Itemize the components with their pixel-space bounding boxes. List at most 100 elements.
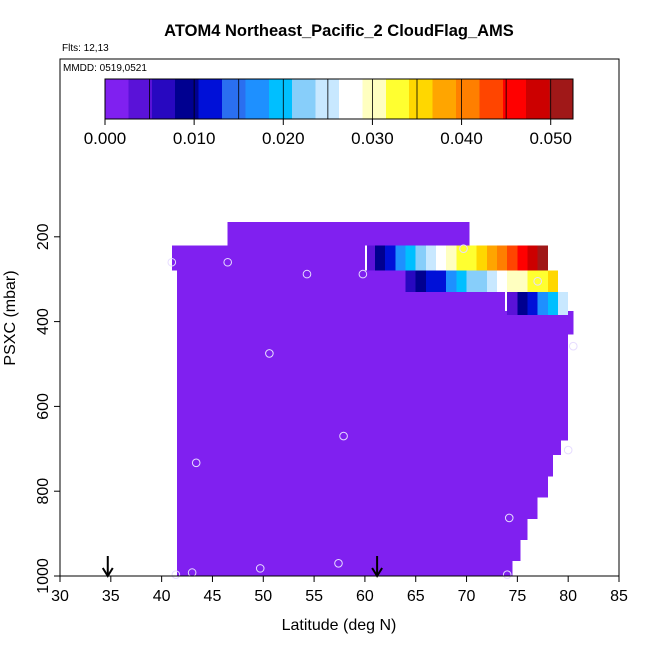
colorbar-swatch [245,79,270,119]
sample-point [191,458,201,468]
sample-point [171,570,181,580]
colorbar-swatch [268,79,293,119]
heatmap-cell [547,270,559,292]
colorbar [104,78,574,120]
heatmap-cell [527,270,538,292]
heatmap-cell [176,476,548,498]
heatmap-cell [466,270,477,292]
colorbar-tick-label: 0.000 [84,129,127,148]
x-tick-label: 70 [458,588,476,605]
x-tick-label: 60 [356,588,374,605]
heatmap-gradient-layer [366,245,569,316]
colorbar-swatch [222,79,246,119]
heatmap-cell [405,245,416,271]
sample-point [563,445,573,455]
colorbar-tick-label: 0.010 [173,129,216,148]
sample-point [223,257,232,267]
heatmap-cell [537,245,548,271]
dates-note: MMDD: 0519,0521 [63,63,147,74]
heatmap-cell [466,245,477,271]
colorbar-swatch [175,79,199,119]
heatmap-cell [375,245,386,271]
heatmap-cell [497,270,508,292]
heatmap-cell [176,518,528,540]
heatmap-cell [446,270,457,292]
heatmap-cell [176,561,513,576]
heatmap-cell [425,270,437,292]
heatmap-cell [507,291,518,316]
heatmap-cell [415,245,426,271]
colorbar-swatch [362,79,387,119]
heatmap-cell [507,270,518,292]
heatmap-cell [395,270,406,292]
heatmap-cell [395,245,406,271]
colorbar-tick-label: 0.030 [351,129,394,148]
heatmap-cell [527,291,538,316]
y-tick-label: 200 [35,223,52,250]
colorbar-swatch [339,79,363,119]
y-tick-label: 400 [35,308,52,335]
x-tick-label: 65 [407,588,425,605]
y-tick-label: 1000 [35,558,52,594]
sample-point [334,558,343,568]
flight-marker [101,556,114,578]
colorbar-tick-label: 0.040 [440,129,483,148]
colorbar-swatch [409,79,433,119]
y-axis-label: PSXC (mbar) [2,270,19,365]
colorbar-frame [104,78,574,120]
sample-point [167,257,177,267]
heatmap-cell [497,245,508,271]
heatmap-cell [405,270,416,292]
heatmap-cell [507,245,518,271]
sample-point [255,564,265,573]
heatmap-cell [446,245,457,271]
x-axis-label: Latitude (deg N) [282,617,397,634]
heatmap-cell [527,245,538,271]
colorbar-swatch [385,79,410,119]
heatmap-cell [436,245,447,271]
heatmap-cell [517,291,528,316]
colorbar-swatch [479,79,504,119]
heatmap-cell [176,440,562,456]
colorbar-swatch [502,79,527,119]
colorbar-swatch [151,79,176,119]
y-tick-label: 800 [35,478,52,505]
x-tick-label: 85 [610,588,628,605]
heatmap-cell [176,539,521,562]
heatmap-cell [517,270,528,292]
colorbar-swatch [456,79,480,119]
heatmap-cell [227,221,470,246]
heatmap-cell [176,497,538,519]
heatmap-cell [547,291,559,316]
heatmap-cell [517,245,528,271]
heatmap-cell [415,270,426,292]
x-tick-label: 55 [305,588,323,605]
heatmap-cell [476,270,487,292]
x-axis: 30 35 40 45 50 55 60 65 70 75 80 85 [51,575,628,605]
heatmap-cell [176,455,553,477]
colorbar-swatch [292,79,316,119]
flights-note: Flts: 12,13 [62,43,109,54]
colorbar-swatch [526,79,550,119]
heatmap-cell [436,270,447,292]
heatmap-cell [171,245,365,271]
y-tick-label: 600 [35,393,52,420]
sample-point [502,570,512,580]
heatmap-cell [476,245,487,271]
heatmap-cell [456,270,467,292]
y-axis: 200 400 600 800 1000 [35,223,61,594]
heatmap-cell [486,245,498,271]
heatmap-cell [425,245,437,271]
colorbar-tick-labels: 0.000 0.010 0.020 0.030 0.040 0.050 [84,119,572,148]
heatmap-cell [366,245,376,271]
x-tick-label: 40 [153,588,171,605]
heatmap-cell [176,311,574,335]
sample-point [568,341,578,351]
colorbar-swatch [128,79,153,119]
heatmap-cell [176,270,396,284]
chart-title: ATOM4 Northeast_Pacific_2 CloudFlag_AMS [164,22,514,40]
x-tick-label: 80 [559,588,577,605]
heatmap-cell [456,245,467,271]
sample-point [533,277,542,286]
